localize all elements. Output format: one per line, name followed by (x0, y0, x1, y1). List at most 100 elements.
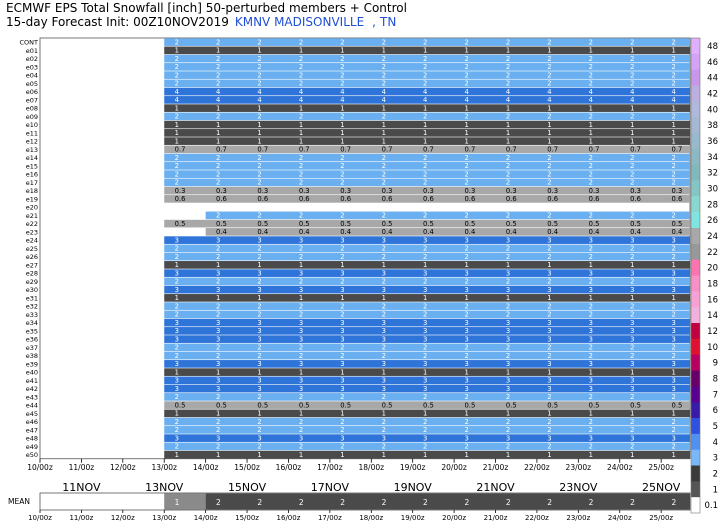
member-value: 2 (382, 38, 386, 46)
member-value: 4 (630, 96, 634, 104)
member-bar (164, 277, 690, 286)
member-value: 2 (175, 352, 179, 360)
member-value: 2 (547, 154, 551, 162)
member-value: 3 (299, 319, 303, 327)
member-value: 3 (589, 335, 593, 343)
member-value: 3 (464, 286, 468, 294)
member-value: 2 (257, 245, 261, 253)
colorbar-tick-label: 10 (707, 343, 718, 353)
member-value: 2 (464, 344, 468, 352)
member-value: 2 (672, 179, 676, 187)
colorbar-tick-label: 1 (713, 485, 718, 495)
colorbar-segment (691, 449, 700, 466)
member-value: 2 (175, 63, 179, 71)
member-value: 2 (589, 113, 593, 121)
member-value: 2 (506, 443, 510, 451)
member-value: 1 (175, 261, 179, 269)
member-value: 1 (216, 121, 220, 129)
member-value: 2 (175, 311, 179, 319)
member-value: 2 (175, 443, 179, 451)
member-bar (164, 170, 690, 178)
member-value: 2 (382, 55, 386, 63)
member-value: 2 (589, 71, 593, 79)
member-value: 2 (257, 311, 261, 319)
member-value: 1 (464, 368, 468, 376)
member-value: 3 (589, 360, 593, 368)
member-value: 2 (175, 253, 179, 261)
colorbar-tick-label: 0.1 (704, 501, 718, 511)
member-value: 2 (423, 179, 427, 187)
member-value: 0.5 (175, 401, 186, 409)
member-bar (164, 129, 690, 137)
colorbar-segment (691, 275, 700, 292)
member-value: 2 (216, 418, 220, 426)
member-value: 2 (630, 113, 634, 121)
member-value: 4 (340, 96, 344, 104)
member-label: e38 (26, 352, 38, 360)
member-label: e50 (26, 451, 38, 459)
member-bar (164, 153, 690, 162)
member-value: 4 (464, 96, 468, 104)
colorbar-tick-label: 8 (713, 374, 718, 384)
member-value: 1 (175, 410, 179, 418)
member-value: 2 (257, 352, 261, 360)
member-value: 2 (423, 418, 427, 426)
mean-x-tick-label: 13/00z (152, 514, 176, 522)
member-bar (164, 252, 690, 261)
member-value: 2 (423, 154, 427, 162)
member-value: 3 (257, 319, 261, 327)
member-label: e28 (26, 270, 38, 278)
member-value: 3 (672, 236, 676, 244)
x-tick-label: 18/00z (359, 463, 385, 472)
member-value: 2 (299, 311, 303, 319)
member-value: 1 (506, 451, 510, 459)
member-value: 1 (589, 47, 593, 55)
member-value: 2 (423, 393, 427, 401)
member-value: 1 (423, 137, 427, 145)
member-value: 2 (589, 344, 593, 352)
colorbar-tick-label: 2 (713, 469, 718, 479)
member-bar (164, 162, 690, 170)
member-value: 3 (589, 327, 593, 335)
member-value: 3 (340, 360, 344, 368)
member-value: 3 (464, 434, 468, 442)
member-label: e01 (26, 47, 38, 55)
member-value: 2 (506, 418, 510, 426)
member-value: 3 (257, 377, 261, 385)
member-value: 3 (299, 327, 303, 335)
member-bar (164, 360, 690, 368)
member-value: 3 (257, 236, 261, 244)
member-value: 2 (506, 63, 510, 71)
member-value: 1 (423, 129, 427, 137)
member-value: 0.3 (175, 187, 186, 195)
member-value: 2 (216, 55, 220, 63)
member-value: 0.3 (464, 187, 475, 195)
member-value: 2 (464, 212, 468, 220)
member-value: 3 (547, 434, 551, 442)
member-value: 1 (175, 104, 179, 112)
member-value: 4 (589, 96, 593, 104)
member-value: 2 (382, 170, 386, 178)
member-value: 2 (175, 154, 179, 162)
member-value: 2 (506, 278, 510, 286)
member-value: 0.5 (672, 401, 683, 409)
member-value: 2 (672, 63, 676, 71)
x-tick-label: 10/00z (27, 463, 53, 472)
member-value: 3 (630, 335, 634, 343)
colorbar-tick-label: 22 (707, 248, 718, 258)
member-value: 2 (382, 418, 386, 426)
mean-value: 2 (547, 498, 552, 507)
member-value: 0.5 (175, 220, 186, 228)
member-value: 0.6 (175, 195, 186, 203)
member-value: 1 (382, 47, 386, 55)
member-value: 3 (299, 236, 303, 244)
mean-value: 2 (340, 498, 345, 507)
member-value: 0.4 (423, 228, 434, 236)
member-value: 2 (299, 302, 303, 310)
member-value: 2 (672, 426, 676, 434)
member-bar (164, 71, 690, 79)
member-label: e32 (26, 303, 38, 311)
member-value: 2 (340, 393, 344, 401)
member-value: 3 (257, 269, 261, 277)
member-value: 2 (506, 55, 510, 63)
